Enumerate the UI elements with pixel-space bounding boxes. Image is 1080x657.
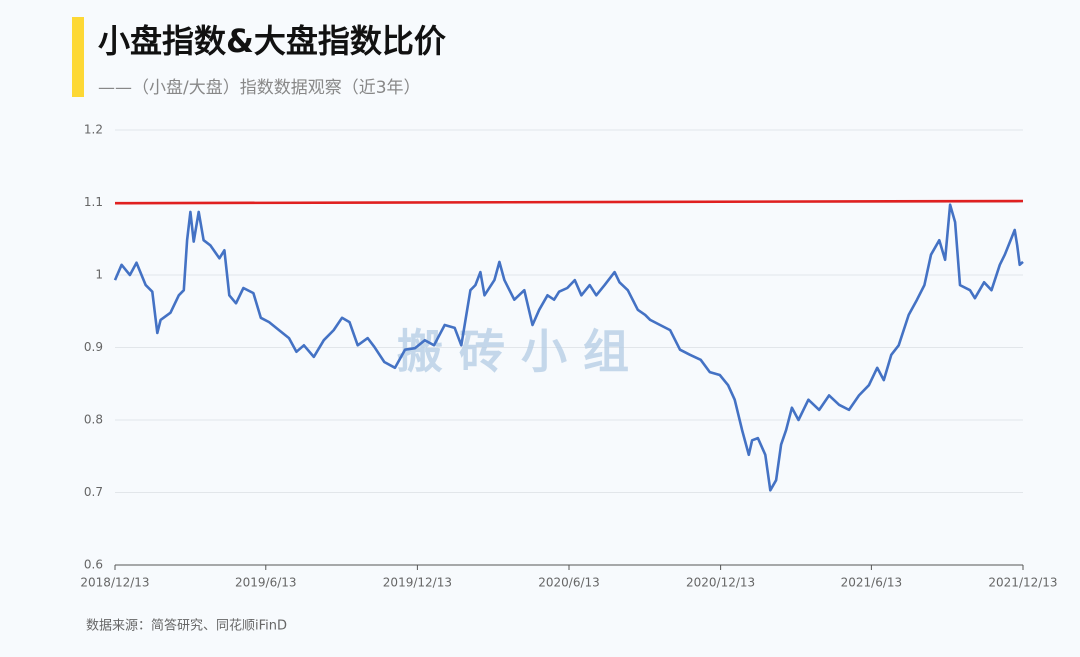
series-line — [114, 199, 1024, 205]
x-tick-label: 2021/12/13 — [988, 576, 1057, 590]
x-tick-label: 2018/12/13 — [80, 576, 149, 590]
y-tick-label: 1.1 — [84, 195, 103, 209]
x-tick-label: 2019/6/13 — [235, 576, 297, 590]
y-tick-label: 0.7 — [84, 485, 103, 499]
x-tick-label: 2020/12/13 — [686, 576, 755, 590]
y-tick-label: 1.2 — [84, 123, 103, 137]
y-tick-label: 0.6 — [84, 558, 103, 572]
y-tick-label: 0.8 — [84, 413, 103, 427]
y-tick-label: 1 — [95, 268, 103, 282]
y-tick-label: 0.9 — [84, 340, 103, 354]
x-tick-label: 2021/6/13 — [841, 576, 903, 590]
watermark: 搬 砖 小 组 — [397, 325, 629, 379]
source-note: 数据来源：简答研究、同花顺iFinD — [86, 618, 287, 634]
chart-subtitle: ——（小盘/大盘）指数数据观察（近3年） — [98, 78, 421, 98]
chart-title: 小盘指数&大盘指数比价 — [98, 22, 446, 60]
title-accent — [72, 17, 84, 97]
series-line — [113, 203, 1024, 492]
x-tick-label: 2020/6/13 — [538, 576, 600, 590]
x-tick-label: 2019/12/13 — [383, 576, 452, 590]
